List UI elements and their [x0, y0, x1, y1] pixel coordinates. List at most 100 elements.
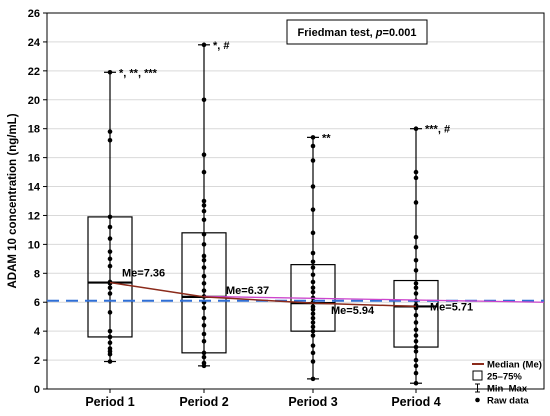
raw-data-point [107, 256, 113, 262]
legend-dot-swatch [475, 397, 480, 403]
raw-data-point [413, 349, 419, 354]
raw-data-point [413, 175, 419, 181]
raw-data-point [201, 231, 207, 237]
raw-data-point [413, 312, 419, 318]
raw-data-point [201, 97, 207, 103]
raw-data-point [413, 333, 419, 338]
significance-annotation: ***, # [425, 124, 450, 136]
raw-data-point [107, 291, 113, 296]
raw-data-point [201, 208, 207, 214]
raw-data-point [201, 203, 207, 208]
raw-data-point [413, 169, 419, 175]
raw-data-point [201, 354, 207, 360]
secondary-trend-line [203, 295, 545, 303]
raw-data-point [310, 315, 316, 321]
raw-data-point [310, 158, 316, 163]
raw-data-point [201, 338, 207, 344]
raw-data-point [107, 334, 113, 340]
raw-data-point [201, 242, 207, 247]
raw-data-point [413, 291, 419, 296]
legend-label: Median (Me) [487, 360, 542, 371]
y-tick-label: 18 [28, 124, 40, 136]
raw-data-point [310, 265, 316, 270]
raw-data-point [310, 230, 316, 236]
raw-data-point [201, 305, 207, 311]
raw-data-point [201, 217, 207, 223]
y-axis-label: ADAM 10 concentration (ng/mL) [7, 113, 19, 288]
raw-data-point [201, 360, 207, 366]
raw-data-point [201, 169, 207, 175]
raw-data-point [310, 250, 316, 256]
raw-data-point [107, 279, 113, 285]
median-label: Me=5.94 [331, 305, 375, 317]
raw-data-point [413, 126, 419, 131]
y-tick-label: 12 [28, 210, 40, 222]
y-tick-label: 4 [34, 326, 41, 338]
y-tick-label: 0 [34, 384, 40, 396]
raw-data-point [107, 224, 113, 230]
x-tick-label: Period 3 [288, 395, 337, 409]
raw-data-point [310, 135, 316, 140]
plot-frame [46, 12, 545, 390]
raw-data-point [107, 214, 113, 220]
raw-data-point [201, 198, 207, 204]
raw-data-point [413, 320, 419, 325]
y-tick-label: 26 [28, 8, 40, 20]
legend-label: 25–75% [487, 372, 522, 383]
raw-data-point [201, 257, 207, 263]
raw-data-point [310, 376, 316, 382]
y-tick-label: 2 [34, 355, 40, 367]
median-label: Me=5.71 [430, 301, 473, 313]
y-tick-label: 20 [28, 95, 40, 107]
raw-data-point [413, 281, 419, 286]
test-annotation-text: Friedman test, p=0.001 [298, 27, 417, 39]
y-tick-label: 10 [28, 239, 40, 251]
median-trend-line [109, 281, 417, 308]
raw-data-point [201, 281, 207, 286]
y-tick-label: 6 [34, 297, 40, 309]
raw-data-point [107, 129, 113, 134]
raw-data-point [413, 363, 419, 369]
raw-data-point [310, 285, 316, 291]
raw-data-point [107, 69, 113, 75]
raw-data-point [201, 288, 207, 293]
raw-data-point [310, 143, 316, 149]
legend-label: Raw data [487, 396, 529, 407]
raw-data-point [413, 327, 419, 333]
legend-box-swatch [472, 370, 483, 381]
raw-data-point [413, 234, 419, 240]
x-tick-label: Period 2 [179, 395, 228, 409]
raw-data-point [310, 324, 316, 330]
raw-data-point [310, 304, 316, 309]
x-tick-label: Period 4 [391, 395, 440, 409]
raw-data-point [201, 331, 207, 337]
raw-data-point [201, 253, 207, 259]
raw-data-point [413, 268, 419, 273]
raw-data-point [310, 328, 316, 334]
y-tick-label: 22 [28, 66, 40, 78]
raw-data-point [107, 346, 113, 351]
raw-data-point [310, 350, 316, 356]
significance-annotation: *, **, *** [119, 67, 158, 79]
raw-data-point [310, 184, 316, 189]
raw-data-point [413, 380, 419, 386]
raw-data-point [107, 285, 113, 291]
raw-data-point [310, 311, 316, 317]
raw-data-point [310, 279, 316, 285]
raw-data-point [107, 263, 113, 269]
raw-data-point [310, 320, 316, 325]
y-tick-label: 14 [28, 182, 41, 194]
raw-data-point [310, 207, 316, 212]
raw-data-point [413, 370, 419, 376]
raw-data-point [413, 285, 419, 291]
test-annotation-box [286, 19, 428, 45]
raw-data-point [107, 249, 113, 254]
median-label: Me=7.36 [122, 268, 165, 280]
x-tick-label: Period 1 [85, 395, 134, 409]
raw-data-point [201, 152, 207, 158]
raw-data-point [107, 340, 113, 346]
raw-data-point [107, 328, 113, 334]
raw-data-point [107, 236, 113, 241]
legend-label: Min–Max [487, 384, 528, 395]
